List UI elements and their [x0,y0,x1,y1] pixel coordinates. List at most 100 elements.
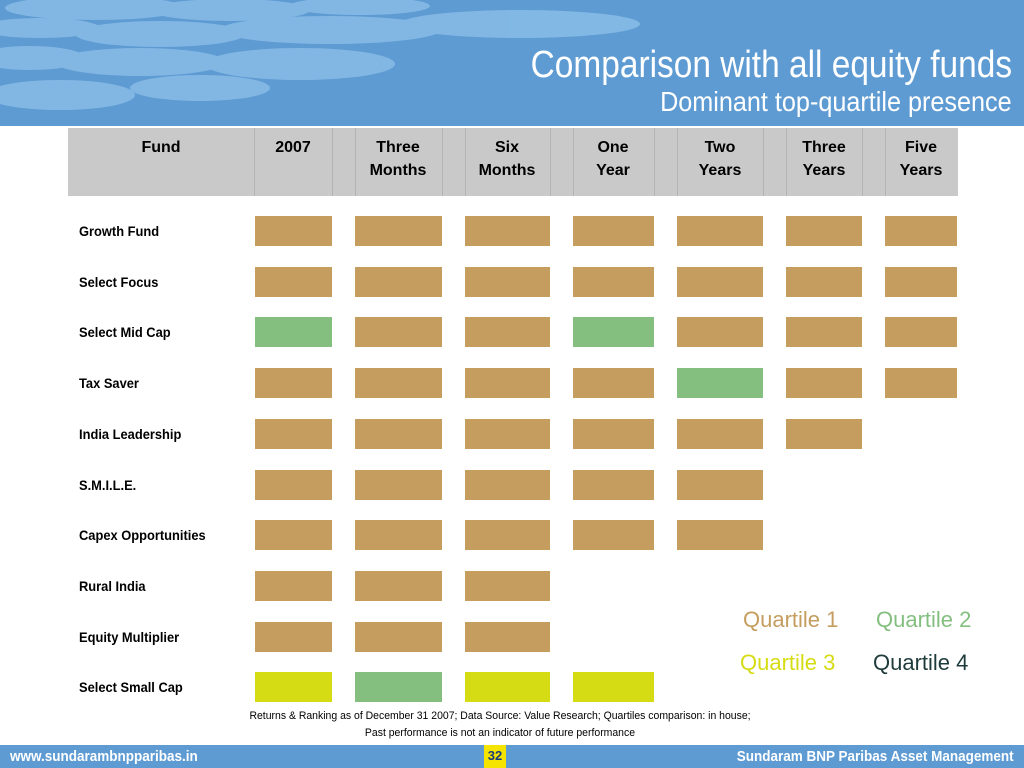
quartile-cell-growth-fund-three-years [786,216,862,246]
fund-name-tax-saver: Tax Saver [79,375,139,391]
fund-name-select-focus: Select Focus [79,274,159,290]
column-header-one-year: One Year [596,139,630,179]
column-separator [885,128,886,196]
quartile-cell-growth-fund-2007 [255,216,332,246]
quartile-cell-india-leadership-two-years [677,419,763,449]
quartile-cell-tax-saver-two-years [677,368,763,398]
quartile-cell-tax-saver-six-months [465,368,550,398]
column-header-six-months: Six Months [478,139,536,179]
quartile-cell-s-m-i-l-e-2007 [255,470,332,500]
quartile-cell-select-mid-cap-three-years [786,317,862,347]
column-separator [465,128,466,196]
slide-header: Comparison with all equity funds Dominan… [0,0,1024,126]
quartile-cell-select-mid-cap-three-months [355,317,442,347]
column-separator [654,128,655,196]
column-separator [786,128,787,196]
quartile-cell-capex-opportunities-three-months [355,520,442,550]
quartile-cell-tax-saver-three-months [355,368,442,398]
quartile-cell-tax-saver-five-years [885,368,957,398]
quartile-cell-select-focus-six-months [465,267,550,297]
quartile-cell-select-focus-three-months [355,267,442,297]
quartile-cell-capex-opportunities-one-year [573,520,654,550]
legend-quartile-4: Quartile 4 [873,650,969,675]
quartile-cell-india-leadership-three-years [786,419,862,449]
quartile-cell-select-small-cap-three-months [355,672,442,702]
quartile-cell-select-focus-2007 [255,267,332,297]
quartile-cell-growth-fund-one-year [573,216,654,246]
quartile-cell-tax-saver-2007 [255,368,332,398]
fund-name-rural-india: Rural India [79,578,146,594]
slide-subtitle: Dominant top-quartile presence [660,86,1012,117]
column-separator [862,128,863,196]
column-separator [332,128,333,196]
quartile-cell-select-focus-three-years [786,267,862,297]
quartile-cell-india-leadership-three-months [355,419,442,449]
quartile-cell-select-mid-cap-one-year [573,317,654,347]
column-header-two-years: Two Years [698,139,742,179]
fund-name-growth-fund: Growth Fund [79,223,160,239]
slide-footer [0,745,1024,768]
quartile-cell-select-focus-one-year [573,267,654,297]
fund-name-india-leadership: India Leadership [79,426,182,442]
quartile-cell-capex-opportunities-2007 [255,520,332,550]
column-separator [677,128,678,196]
footnote-source: Returns & Ranking as of December 31 2007… [249,710,751,722]
fund-name-equity-multiplier: Equity Multiplier [79,629,180,645]
quartile-cell-select-mid-cap-six-months [465,317,550,347]
table-header [68,128,958,196]
column-separator [254,128,255,196]
quartile-cell-capex-opportunities-six-months [465,520,550,550]
quartile-cell-tax-saver-three-years [786,368,862,398]
quartile-cell-tax-saver-one-year [573,368,654,398]
column-header-three-years: Three Years [802,139,846,179]
column-header-three-months: Three Months [369,139,427,179]
legend-quartile-2: Quartile 2 [876,607,972,632]
page-number: 32 [487,748,503,763]
fund-name-s-m-i-l-e: S.M.I.L.E. [79,477,137,493]
quartile-cell-select-small-cap-one-year [573,672,654,702]
quartile-cell-growth-fund-two-years [677,216,763,246]
quartile-cell-capex-opportunities-two-years [677,520,763,550]
column-separator [355,128,356,196]
quartile-cell-rural-india-three-months [355,571,442,601]
footer-website-link[interactable]: www.sundarambnpparibas.in [10,748,198,765]
quartile-cell-growth-fund-six-months [465,216,550,246]
quartile-cell-india-leadership-one-year [573,419,654,449]
quartile-cell-growth-fund-five-years [885,216,957,246]
column-header-2007: 2007 [275,139,311,156]
column-separator [763,128,764,196]
decorative-ovals [0,0,640,110]
quartile-cell-select-mid-cap-2007 [255,317,332,347]
slide-title: Comparison with all equity funds [530,44,1012,86]
quartile-cell-select-small-cap-2007 [255,672,332,702]
footer-company-name: Sundaram BNP Paribas Asset Management [737,748,1014,765]
quartile-cell-rural-india-2007 [255,571,332,601]
quartile-cell-select-focus-five-years [885,267,957,297]
fund-name-select-mid-cap: Select Mid Cap [79,324,171,340]
legend-quartile-1: Quartile 1 [743,607,839,632]
footnote-disclaimer: Past performance is not an indicator of … [364,727,636,739]
fund-name-capex-opportunities: Capex Opportunities [79,527,206,543]
column-header-fund: Fund [141,139,181,156]
quartile-cell-select-mid-cap-five-years [885,317,957,347]
legend-quartile-3: Quartile 3 [740,650,836,675]
column-separator [442,128,443,196]
quartile-cell-equity-multiplier-three-months [355,622,442,652]
quartile-cell-select-mid-cap-two-years [677,317,763,347]
quartile-cell-india-leadership-six-months [465,419,550,449]
quartile-cell-select-small-cap-six-months [465,672,550,702]
page-number-box [484,745,506,768]
quartile-cell-s-m-i-l-e-two-years [677,470,763,500]
column-header-five-years: Five Years [899,139,943,179]
quartile-cell-s-m-i-l-e-three-months [355,470,442,500]
quartile-cell-rural-india-six-months [465,571,550,601]
quartile-cell-india-leadership-2007 [255,419,332,449]
column-separator [550,128,551,196]
quartile-cell-select-focus-two-years [677,267,763,297]
column-separator [573,128,574,196]
quartile-cell-s-m-i-l-e-six-months [465,470,550,500]
quartile-cell-growth-fund-three-months [355,216,442,246]
quartile-cell-equity-multiplier-2007 [255,622,332,652]
quartile-cell-s-m-i-l-e-one-year [573,470,654,500]
fund-name-select-small-cap: Select Small Cap [79,679,183,695]
